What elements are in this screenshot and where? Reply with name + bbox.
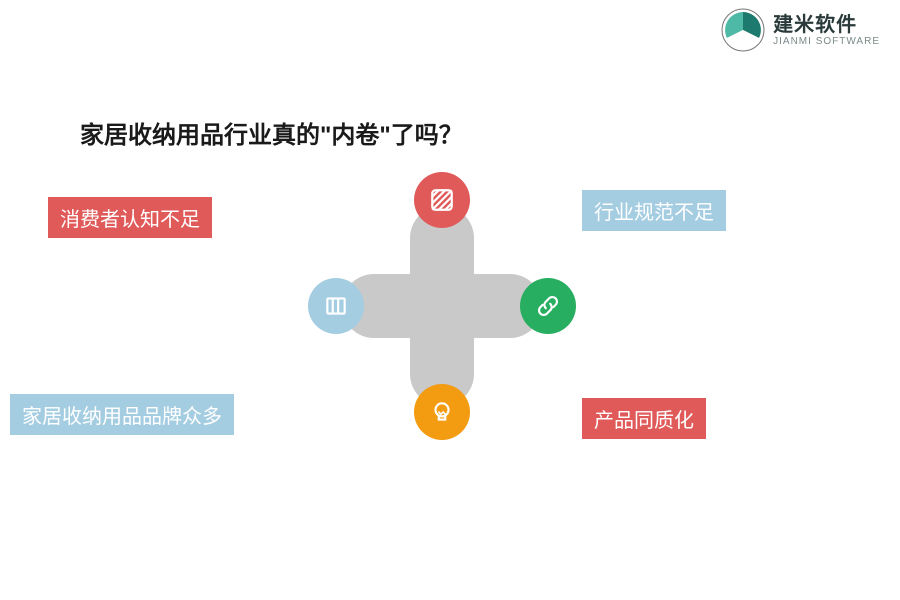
cross-diagram bbox=[302, 166, 582, 446]
logo-text-en: JIANMI SOFTWARE bbox=[773, 36, 880, 47]
label-top-left: 消费者认知不足 bbox=[48, 197, 212, 238]
label-bottom-left: 家居收纳用品品牌众多 bbox=[10, 394, 234, 435]
logo-mark-icon bbox=[721, 8, 765, 52]
label-top-right: 行业规范不足 bbox=[582, 190, 726, 231]
hatch-icon bbox=[429, 187, 455, 213]
bulb-icon bbox=[429, 399, 455, 425]
node-left bbox=[308, 278, 364, 334]
link-icon bbox=[535, 293, 561, 319]
label-bottom-right: 产品同质化 bbox=[582, 398, 706, 439]
logo-text-cn: 建米软件 bbox=[773, 14, 880, 36]
node-top bbox=[414, 172, 470, 228]
brand-logo: 建米软件 JIANMI SOFTWARE bbox=[721, 8, 880, 52]
page-title: 家居收纳用品行业真的"内卷"了吗？ bbox=[80, 115, 463, 150]
columns-icon bbox=[323, 293, 349, 319]
node-right bbox=[520, 278, 576, 334]
node-bottom bbox=[414, 384, 470, 440]
